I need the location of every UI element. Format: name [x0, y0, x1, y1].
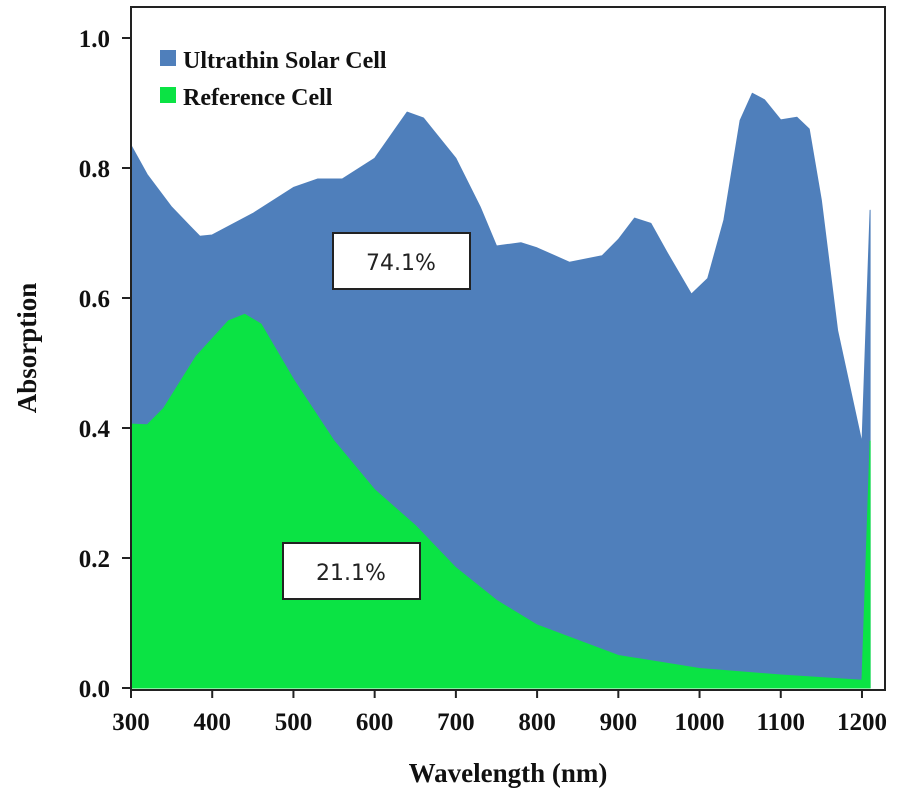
- y-tick-label: 0.2: [79, 546, 110, 573]
- x-axis-ticks: 300 400 500 600 700 800 900 1000 1100 1200: [112, 690, 887, 736]
- x-tick-label: 600: [356, 709, 394, 736]
- legend-swatch-reference: [160, 87, 176, 103]
- annotation-box: [332, 232, 471, 290]
- y-axis-ticks: 0.0 0.2 0.4 0.6 0.8 1.0: [79, 26, 131, 703]
- annotation-text: 74.1%: [366, 251, 436, 276]
- plot-frame: [130, 6, 886, 691]
- plot-areas: [130, 92, 871, 689]
- y-axis-label: Absorption: [12, 283, 42, 414]
- legend-label-ultrathin: Ultrathin Solar Cell: [183, 48, 387, 74]
- x-tick-label: 400: [193, 709, 231, 736]
- annotation-reference: 21.1%: [282, 542, 421, 600]
- y-tick-label: 0.8: [79, 156, 110, 183]
- annotation-text: 21.1%: [316, 561, 386, 586]
- x-tick-label: 300: [112, 709, 150, 736]
- x-tick-label: 1200: [837, 709, 887, 736]
- legend: Ultrathin Solar Cell Reference Cell: [160, 48, 387, 111]
- x-axis-label: Wavelength (nm): [409, 758, 608, 788]
- x-tick-label: 500: [275, 709, 313, 736]
- legend-swatch-ultrathin: [160, 50, 176, 66]
- annotation-box: [282, 542, 421, 600]
- y-tick-label: 1.0: [79, 26, 110, 53]
- x-tick-label: 800: [518, 709, 556, 736]
- x-tick-label: 900: [600, 709, 638, 736]
- x-tick-label: 1000: [675, 709, 725, 736]
- annotation-ultrathin: 74.1%: [332, 232, 471, 290]
- y-tick-label: 0.6: [79, 286, 110, 313]
- y-tick-label: 0.4: [79, 416, 111, 443]
- x-tick-label: 700: [437, 709, 475, 736]
- y-tick-label: 0.0: [79, 676, 110, 703]
- legend-label-reference: Reference Cell: [183, 85, 333, 111]
- x-tick-label: 1100: [756, 709, 805, 736]
